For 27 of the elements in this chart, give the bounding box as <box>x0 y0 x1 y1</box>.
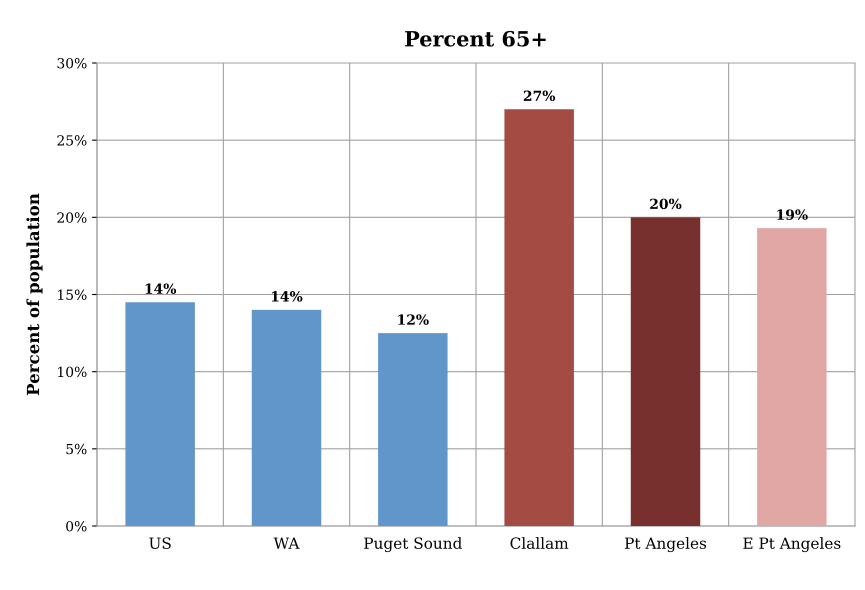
data-label: 20% <box>650 198 682 210</box>
bar <box>757 228 827 526</box>
bar <box>252 310 322 526</box>
x-tick-label: WA <box>274 538 300 549</box>
x-tick-label: Pt Angeles <box>624 537 706 552</box>
y-tick-label: 20% <box>57 212 87 223</box>
x-tick-label: Puget Sound <box>364 537 462 552</box>
y-tick-label: 15% <box>58 289 87 300</box>
x-tick-label: US <box>149 537 171 549</box>
data-label: 14% <box>272 291 302 302</box>
bar <box>125 302 195 526</box>
y-tick-label: 0% <box>66 520 87 532</box>
x-tick-label: E Pt Angeles <box>743 537 840 552</box>
bar <box>378 333 448 526</box>
y-tick-label: 10% <box>58 366 87 378</box>
y-tick-label: 5% <box>66 444 87 454</box>
data-label: 27% <box>524 90 556 102</box>
bar <box>504 109 574 526</box>
chart-title: Percent 65+ <box>405 30 546 47</box>
x-tick-label: Clallam <box>510 537 568 549</box>
y-axis-title: Percent of population <box>26 193 43 396</box>
data-label: 12% <box>398 314 429 325</box>
y-tick-label: 30% <box>57 58 87 68</box>
data-label: 19% <box>777 209 808 220</box>
bar <box>630 217 700 526</box>
data-label: 14% <box>146 283 176 294</box>
y-tick-label: 25% <box>57 135 87 146</box>
